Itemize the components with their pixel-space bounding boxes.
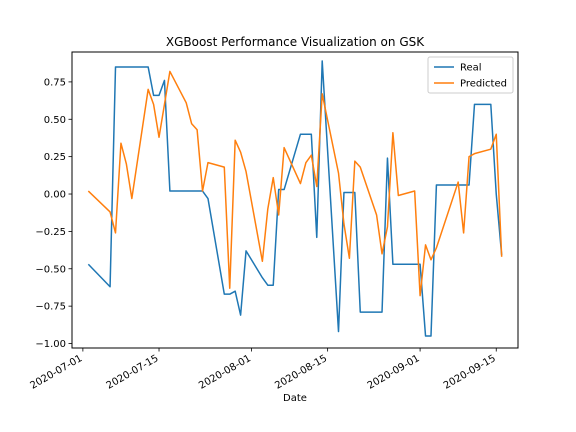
y-tick-label: −1.00 <box>35 339 66 350</box>
legend-box <box>427 56 514 94</box>
x-tick-label: 2020-07-15 <box>105 353 161 392</box>
chart-legend: Real Predicted <box>427 56 514 94</box>
chart-title: XGBoost Performance Visualization on GSK <box>166 35 425 49</box>
y-tick-label: −0.50 <box>35 264 66 275</box>
x-axis-label: Date <box>283 393 307 404</box>
legend-label-predicted: Predicted <box>460 79 507 90</box>
x-tick-label: 2020-07-01 <box>29 353 85 392</box>
series-line-predicted <box>87 70 503 297</box>
x-tick-label: 2020-08-01 <box>197 353 253 392</box>
y-tick-label: 0.25 <box>44 152 66 163</box>
x-tick-label: 2020-08-15 <box>273 353 329 392</box>
y-tick-label: 0.00 <box>44 190 66 201</box>
y-tick-label: 0.75 <box>44 77 66 88</box>
plot-frame <box>71 51 519 349</box>
y-tick-label: 0.50 <box>44 115 66 126</box>
x-tick-label: 2020-09-01 <box>366 353 422 392</box>
y-tick-label: −0.75 <box>35 302 66 313</box>
x-axis: 2020-07-01 2020-07-15 2020-08-01 2020-08-15… <box>29 348 498 392</box>
series-line-real <box>87 60 503 337</box>
legend-label-real: Real <box>460 63 482 74</box>
y-tick-label: −0.25 <box>35 227 66 238</box>
y-axis: −1.00 −0.75 −0.50 −0.25 0.00 0.25 0.50 0.75 <box>35 77 72 350</box>
x-tick-label: 2020-09-15 <box>442 353 498 392</box>
series-layer <box>87 60 503 337</box>
